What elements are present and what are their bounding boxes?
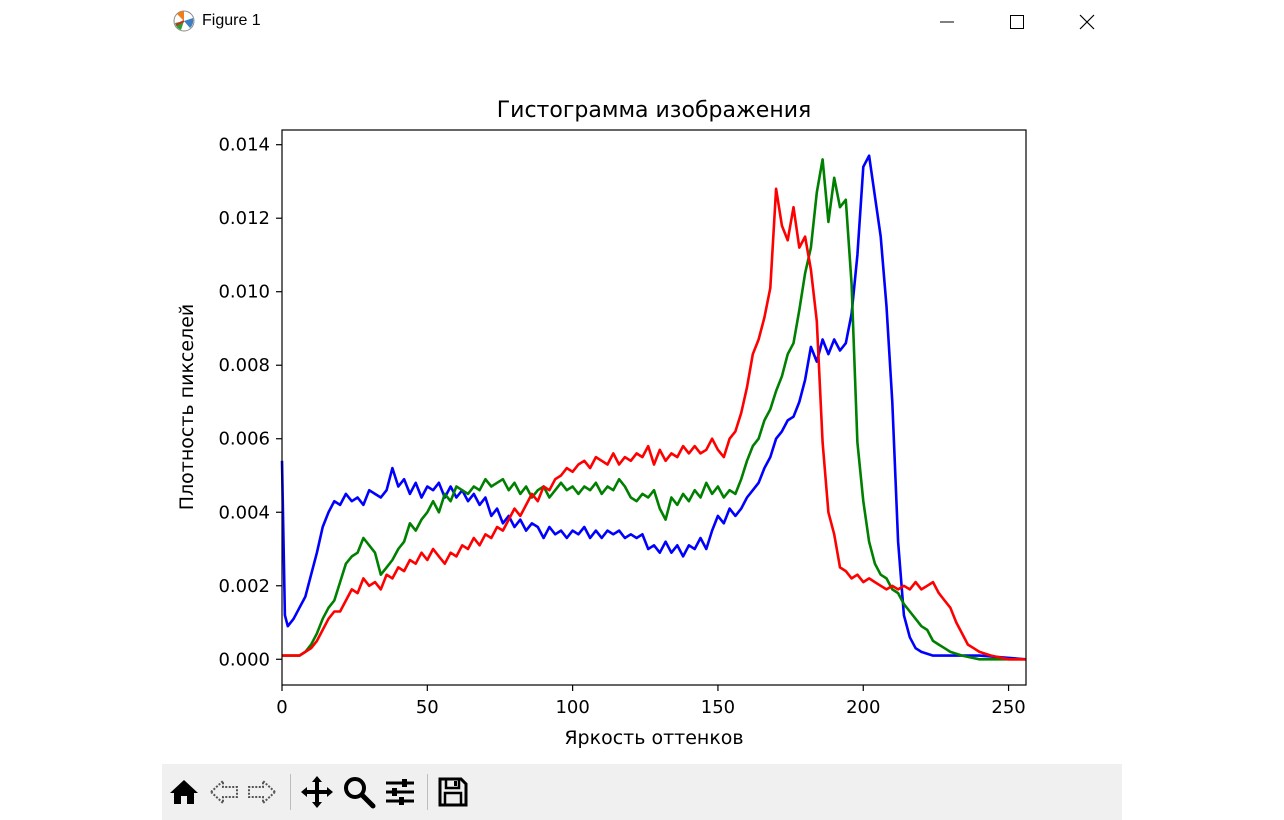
close-icon xyxy=(1079,14,1095,30)
series-line-1 xyxy=(282,158,1026,661)
y-tick-label: 0.012 xyxy=(218,208,270,229)
y-tick-label: 0.002 xyxy=(218,576,270,597)
y-tick-label: 0.014 xyxy=(218,135,270,156)
zoom-button[interactable] xyxy=(341,774,377,810)
minimize-button[interactable] xyxy=(912,0,982,44)
y-tick-label: 0.010 xyxy=(218,282,270,303)
forward-icon xyxy=(248,778,277,806)
configure-subplots-icon xyxy=(386,779,414,805)
title-bar: Figure 1 xyxy=(162,0,1122,44)
forward-button[interactable] xyxy=(244,774,280,810)
series-line-2 xyxy=(282,187,1026,661)
pan-icon xyxy=(301,776,333,808)
x-axis-label: Яркость оттенков xyxy=(564,727,743,749)
pan-button[interactable] xyxy=(299,774,335,810)
y-axis-label: Плотность пикселей xyxy=(176,304,198,511)
y-tick-label: 0.004 xyxy=(218,502,270,523)
back-icon xyxy=(209,778,238,806)
series-layer xyxy=(280,154,1027,661)
y-tick-label: 0.008 xyxy=(218,355,270,376)
home-button[interactable] xyxy=(166,774,202,810)
maximize-icon xyxy=(1010,15,1024,29)
save-button[interactable] xyxy=(435,774,471,810)
maximize-button[interactable] xyxy=(982,0,1052,44)
x-tick-label: 100 xyxy=(555,697,589,718)
x-axis: 0 50 100 150 200 250 xyxy=(276,685,1026,718)
figure-window: Figure 1 Гистограмма изображения 0 50 100 1… xyxy=(162,0,1122,820)
x-tick-label: 200 xyxy=(846,697,880,718)
home-icon xyxy=(170,780,198,804)
y-tick-label: 0.006 xyxy=(218,429,270,450)
series-line-0 xyxy=(280,154,1027,661)
y-tick-label: 0.000 xyxy=(218,649,270,670)
minimize-icon xyxy=(940,21,954,23)
window-title: Figure 1 xyxy=(202,12,261,29)
toolbar-separator xyxy=(427,774,428,810)
configure-subplots-button[interactable] xyxy=(382,774,418,810)
histogram-chart: Гистограмма изображения 0 50 100 150 200 250 … xyxy=(176,98,1027,749)
back-button[interactable] xyxy=(206,774,242,810)
figure-canvas[interactable]: Гистограмма изображения 0 50 100 150 200 250 … xyxy=(162,44,1122,764)
axes-frame xyxy=(281,129,1027,686)
x-tick-label: 250 xyxy=(991,697,1025,718)
zoom-icon xyxy=(344,777,376,809)
save-icon xyxy=(438,777,468,807)
x-tick-label: 150 xyxy=(701,697,735,718)
toolbar-separator xyxy=(290,774,291,810)
chart-title: Гистограмма изображения xyxy=(497,98,812,123)
matplotlib-app-icon xyxy=(172,9,196,33)
x-tick-label: 0 xyxy=(276,697,287,718)
navigation-toolbar xyxy=(162,764,1122,820)
y-axis: 0.000 0.002 0.004 0.006 0.008 0.010 0.012 0.014 xyxy=(218,135,282,670)
close-button[interactable] xyxy=(1052,0,1122,44)
x-tick-label: 50 xyxy=(416,697,439,718)
